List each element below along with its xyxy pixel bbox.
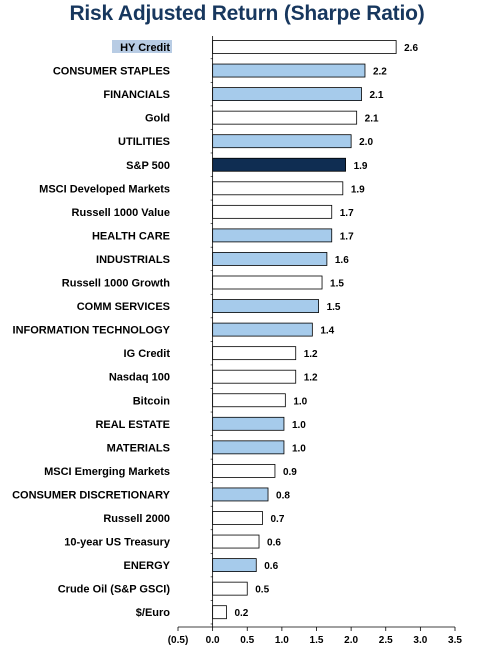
- value-label-financials: 2.1: [370, 90, 384, 101]
- x-tick-label: 1.5: [310, 635, 324, 646]
- value-label-information-technology: 1.4: [320, 326, 334, 337]
- value-label-consumer-discretionary: 0.8: [276, 490, 290, 501]
- category-label-industrials: INDUSTRIALS: [96, 254, 170, 266]
- x-tick-label: (0.5): [168, 635, 189, 646]
- bar-nasdaq-100: [212, 369, 297, 384]
- category-label-nasdaq-100: Nasdaq 100: [109, 372, 170, 384]
- category-label-comm-services: COMM SERVICES: [77, 301, 170, 313]
- bar-energy: [212, 558, 257, 572]
- category-label-hy-credit: HY Credit: [120, 42, 170, 54]
- value-label-russell-1000-growth: 1.5: [330, 279, 344, 290]
- value-label-crude-oil-s-p-gsci: 0.5: [255, 585, 269, 596]
- category-label-msci-emerging-markets: MSCI Emerging Markets: [44, 466, 170, 478]
- labels-layer: HY Credit 2.6 CONSUMER STAPLES 2.2 FINANCIAL…: [12, 40, 462, 646]
- category-label-materials: MATERIALS: [107, 442, 170, 454]
- value-label-consumer-staples: 2.2: [373, 67, 387, 78]
- bar-materials: [212, 440, 285, 455]
- bar-hy-credit: [212, 40, 397, 54]
- category-label-russell-2000: Russell 2000: [103, 513, 170, 525]
- bar-russell-2000: [212, 511, 263, 525]
- category-label-ig-credit: IG Credit: [124, 348, 171, 360]
- x-tick-label: 2.0: [344, 635, 358, 646]
- x-tick-label: 3.0: [413, 635, 427, 646]
- x-tick-label: 0.0: [206, 635, 220, 646]
- value-label-energy: 0.6: [264, 561, 278, 572]
- category-label-information-technology: INFORMATION TECHNOLOGY: [13, 325, 171, 337]
- bar-utilities: [212, 134, 352, 149]
- bars-layer: [212, 40, 397, 620]
- value-label-hy-credit: 2.6: [404, 43, 418, 54]
- category-label-s-p-500: S&P 500: [126, 160, 170, 172]
- value-label-russell-1000-value: 1.7: [340, 208, 354, 219]
- bar-comm-services: [212, 299, 319, 313]
- category-label-financials: FINANCIALS: [103, 89, 170, 101]
- x-tick-label: 0.5: [240, 635, 254, 646]
- value-label-10-year-us-treasury: 0.6: [267, 538, 281, 549]
- x-tick-label: 1.0: [275, 635, 289, 646]
- value-label-msci-emerging-markets: 0.9: [283, 467, 297, 478]
- bar-crude-oil-s-p-gsci: [212, 581, 248, 596]
- category-label-real-estate: REAL ESTATE: [95, 419, 170, 431]
- x-tick-label: 3.5: [448, 635, 462, 646]
- x-tick-label: 2.5: [379, 635, 393, 646]
- category-label-energy: ENERGY: [124, 560, 171, 572]
- chart-title: Risk Adjusted Return (Sharpe Ratio): [69, 2, 425, 25]
- category-label-consumer-staples: CONSUMER STAPLES: [53, 66, 170, 78]
- value-label-russell-2000: 0.7: [270, 514, 284, 525]
- bar-information-technology: [212, 322, 313, 337]
- bar-financials: [212, 87, 362, 101]
- category-label-highlight: [112, 40, 172, 53]
- value-label-comm-services: 1.5: [327, 302, 341, 313]
- category-label-russell-1000-value: Russell 1000 Value: [72, 207, 170, 219]
- bar-s-p-500: [212, 157, 346, 172]
- bar-real-estate: [212, 416, 285, 431]
- bar-bitcoin: [212, 393, 286, 408]
- category-label-bitcoin: Bitcoin: [133, 395, 171, 407]
- bar-consumer-discretionary: [212, 487, 269, 502]
- bar-msci-emerging-markets: [212, 463, 276, 478]
- value-label-materials: 1.0: [292, 443, 306, 454]
- bar-health-care: [212, 228, 333, 243]
- value-label-msci-developed-markets: 1.9: [351, 184, 365, 195]
- value-label-gold: 2.1: [365, 114, 379, 125]
- bar-industrials: [212, 252, 328, 266]
- value-label-health-care: 1.7: [340, 231, 354, 242]
- value-label-ig-credit: 1.2: [304, 349, 318, 360]
- value-label-nasdaq-100: 1.2: [304, 373, 318, 384]
- category-label-utilities: UTILITIES: [118, 136, 170, 148]
- value-label-euro: 0.2: [234, 608, 248, 619]
- value-label-bitcoin: 1.0: [293, 396, 307, 407]
- value-label-industrials: 1.6: [335, 255, 349, 266]
- bar-russell-1000-growth: [212, 275, 323, 290]
- axis-layer: [177, 36, 456, 631]
- value-label-s-p-500: 1.9: [354, 161, 368, 172]
- value-label-real-estate: 1.0: [292, 420, 306, 431]
- category-label-health-care: HEALTH CARE: [92, 230, 170, 242]
- bar-msci-developed-markets: [212, 181, 344, 196]
- bar-russell-1000-value: [212, 204, 333, 219]
- bar-10-year-us-treasury: [212, 534, 260, 549]
- bar-euro: [212, 605, 227, 620]
- category-label-10-year-us-treasury: 10-year US Treasury: [64, 537, 171, 549]
- value-label-utilities: 2.0: [359, 137, 373, 148]
- category-label-russell-1000-growth: Russell 1000 Growth: [62, 278, 170, 290]
- category-label-euro: $/Euro: [136, 607, 171, 619]
- bar-gold: [212, 110, 358, 125]
- category-label-msci-developed-markets: MSCI Developed Markets: [39, 183, 170, 195]
- bar-consumer-staples: [212, 63, 366, 78]
- category-label-gold: Gold: [145, 113, 170, 125]
- category-label-crude-oil-s-p-gsci: Crude Oil (S&P GSCI): [58, 584, 171, 596]
- category-label-consumer-discretionary: CONSUMER DISCRETIONARY: [12, 489, 171, 501]
- bar-ig-credit: [212, 346, 297, 361]
